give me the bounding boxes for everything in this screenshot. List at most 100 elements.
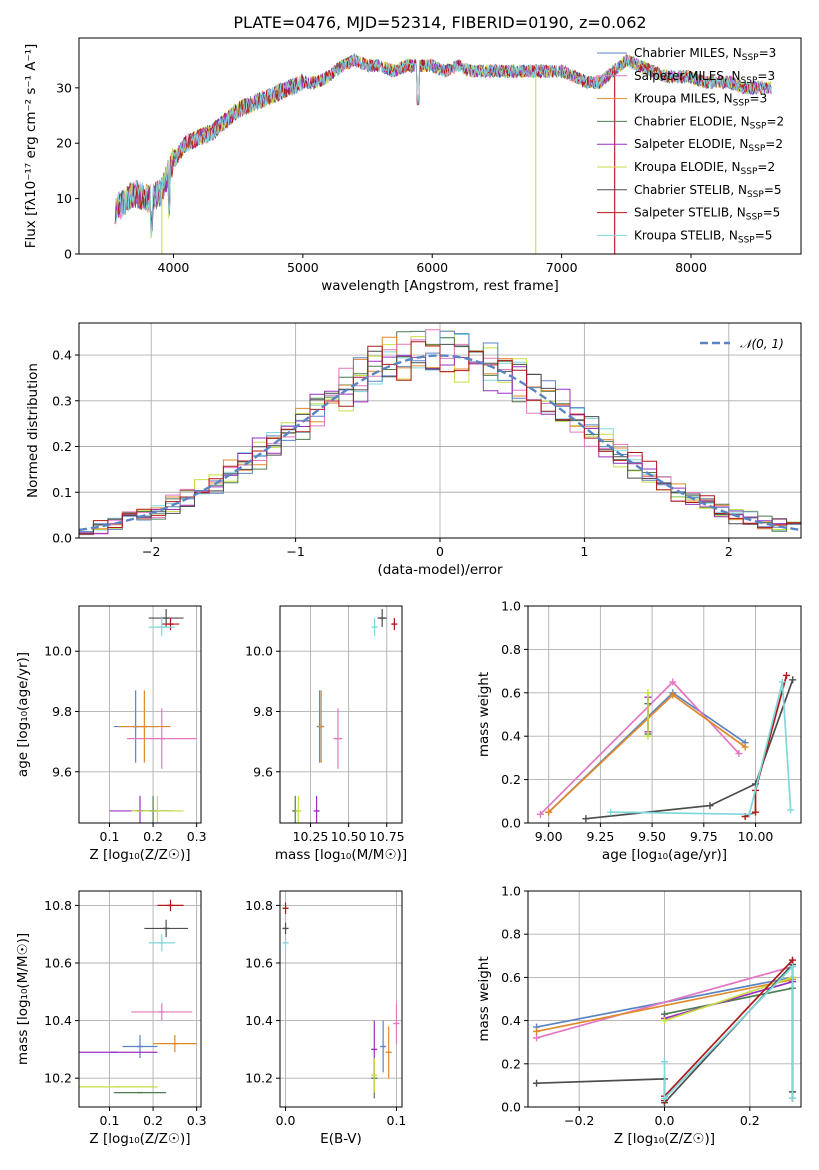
legend-label-tail-7: =5 [763,206,781,220]
weight-vs-age-ytick-label-2: 0.4 [501,729,521,744]
mass-vs-ebv-xtick-label-1: 0.1 [387,1113,407,1128]
weight-vs-Z-panel: −0.2 0.0 0.2 0.0 0.2 0.4 0.6 0.8 1.0 Z [log₁₀(Z/Z… [476,884,802,1147]
age-vs-Z-point-7 [161,618,180,631]
weight-vs-Z-line-1 [536,965,793,1039]
mass-vs-Z-ytick-label-2: 10.6 [44,956,72,971]
legend-label-5: Kroupa ELODIE, NSSP=2 [634,160,775,177]
spectrum-xtick-label-2: 6000 [416,260,448,275]
weight-vs-age-marker-6-1 [706,802,714,810]
mass-vs-ebv-ytick-label-1: 10.4 [245,1013,273,1028]
legend-label-main-2: Kroupa MILES, N [634,92,733,106]
legend-label-sub-1: SSP [741,76,758,86]
age-vs-Z-xtick-label-2: 0.3 [187,829,207,844]
age-vs-mass-frame [279,605,403,824]
age-vs-mass-point-6 [377,609,387,628]
residuals-ylabel: Normed distribution [25,363,41,498]
residuals-ytick-label-4: 0.4 [52,348,72,363]
mass-vs-Z-ytick-label-0: 10.2 [44,1071,72,1086]
weight-vs-Z-marker-8-1 [661,1094,668,1102]
mass-vs-ebv-panel: 0.0 0.1 10.2 10.4 10.6 10.8 E(B-V) [245,890,407,1147]
spectrum-ytick-label-1: 10 [56,191,72,206]
legend-label-tail-2: =3 [750,92,768,106]
spectrum-ytick-label-3: 30 [56,80,72,95]
legend-label-8: Kroupa STELIB, NSSP=5 [634,228,772,245]
residuals-xtick-label-3: 1 [580,544,588,559]
weight-vs-Z-line-3 [664,987,793,1015]
mass-vs-Z-ytick-label-3: 10.8 [44,898,72,913]
legend-label-tail-4: =2 [765,137,783,151]
legend-label-main-6: Chabrier STELIB, N [634,183,747,197]
weight-vs-Z-ytick-label-0: 0.0 [501,1100,521,1115]
legend-label-3: Chabrier ELODIE, NSSP=2 [634,114,784,131]
legend-label-sub-8: SSP [738,235,755,245]
weight-vs-age-xtick-label-0: 9.00 [535,829,563,844]
age-vs-mass-point-4 [313,795,320,823]
weight-vs-Z-ylabel: mass weight [476,956,492,1041]
weight-vs-Z-ytick-label-3: 0.6 [501,970,521,985]
weight-vs-age-frame [527,605,802,824]
legend-label-sub-2: SSP [733,99,750,109]
weight-vs-age-xtick-label-2: 9.50 [638,829,666,844]
age-vs-mass-point-2 [318,690,325,763]
chart-title: PLATE=0476, MJD=52314, FIBERID=0190, z=0… [233,13,646,32]
mass-vs-Z-plot-area [79,891,201,1107]
weight-vs-Z-xlabel: Z [log₁₀(Z/Z☉)] [614,1131,715,1147]
weight-vs-age-xtick-label-3: 9.75 [690,829,718,844]
weight-vs-Z-ytick-label-5: 1.0 [501,884,521,899]
mass-vs-ebv-point-6 [282,922,289,935]
weight-vs-age-ytick-label-0: 0.0 [501,816,521,831]
legend-label-7: Salpeter STELIB, NSSP=5 [634,206,780,223]
residuals-xtick-label-4: 2 [725,544,733,559]
residuals-xlabel: (data-model)/error [377,562,503,578]
weight-vs-Z-xtick-label-1: 0.0 [655,1113,675,1128]
residuals-ytick-label-2: 0.2 [52,439,72,454]
spectrum-ytick-label-0: 0 [64,247,72,262]
weight-vs-age-marker-6-3 [789,676,797,684]
legend-label-main-4: Salpeter ELODIE, N [634,137,748,151]
weight-vs-age-xtick-label-1: 9.25 [586,829,614,844]
legend-label-tail-8: =5 [755,228,773,242]
legend-label-sub-0: SSP [742,53,759,63]
legend-label-tail-1: =3 [757,69,775,83]
mass-vs-ebv-point-0 [380,1020,387,1073]
legend-label-sub-4: SSP [748,144,765,154]
age-vs-mass-xtick-label-2: 10.75 [369,829,405,844]
mass-vs-Z-point-0 [122,1035,158,1059]
legend-label-sub-7: SSP [746,213,763,223]
age-vs-Z-ytick-label-1: 9.8 [52,704,72,719]
spectrum-ytick-label-2: 20 [56,136,72,151]
weight-vs-age-marker-1-2 [735,750,743,758]
age-vs-mass-point-1 [333,708,343,769]
legend-label-6: Chabrier STELIB, NSSP=5 [634,183,782,200]
legend-label-tail-0: =3 [759,46,777,60]
age-vs-Z-xtick-label-0: 0.1 [100,829,120,844]
age-vs-Z-point-1 [126,708,197,769]
age-vs-Z-frame [78,605,202,824]
mass-vs-ebv-ytick-label-3: 10.8 [245,898,273,913]
weight-vs-Z-marker-2-0 [533,1027,541,1035]
age-vs-Z-xtick-label-1: 0.2 [143,829,163,844]
residuals-panel: −2 −1 0 1 2 0.0 0.1 0.2 0.3 0.4 (data-model)/error… [25,322,802,578]
weight-vs-age-panel: 9.00 9.25 9.50 9.75 10.00 0.0 0.2 0.4 0.6 0.8 1.0 a… [476,599,802,863]
weight-vs-age-xlabel: age [log₁₀(age/yr)] [602,847,727,863]
age-vs-Z-xlabel: Z [log₁₀(Z/Z☉)] [89,847,190,863]
age-vs-mass-xtick-label-0: 10.25 [293,829,329,844]
legend-label-tail-3: =2 [766,114,784,128]
legend-label-4: Salpeter ELODIE, NSSP=2 [634,137,783,154]
weight-vs-age-ytick-label-3: 0.6 [501,685,521,700]
age-vs-mass-plot-area [280,606,402,823]
weight-vs-Z-marker-1-0 [533,1034,541,1042]
mass-vs-Z-ylabel: mass [log₁₀(M/M☉)] [15,933,31,1065]
mass-vs-Z-point-8 [148,934,175,952]
weight-vs-Z-line-2 [536,978,793,1033]
legend-label-main-3: Chabrier ELODIE, N [634,114,750,128]
spectrum-xlabel: wavelength [Angstrom, rest frame] [321,278,559,294]
age-vs-mass-point-7 [391,618,398,631]
legend-label-sub-3: SSP [750,121,767,131]
residuals-xtick-label-2: 0 [436,544,444,559]
weight-vs-age-marker-8-0 [607,808,615,816]
legend-label-2: Kroupa MILES, NSSP=3 [634,92,767,109]
mass-vs-Z-point-1 [131,1003,193,1021]
weight-vs-age-ytick-label-4: 0.8 [501,642,521,657]
spectrum-xtick-label-4: 8000 [675,260,707,275]
